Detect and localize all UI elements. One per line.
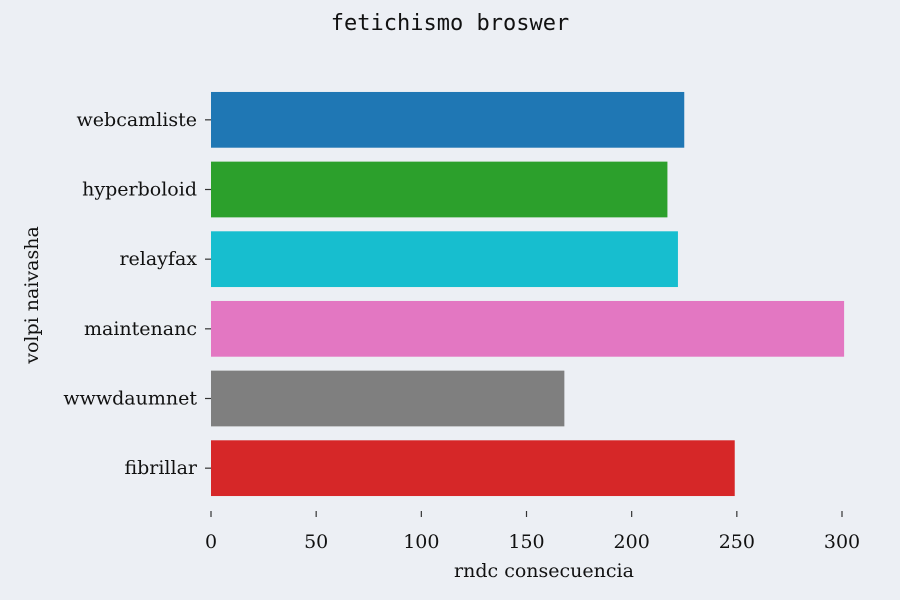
y-tick-label: wwwdaumnet [63,388,197,410]
bar-maintenanc [211,300,845,357]
bars-layer [211,91,845,497]
x-tick-label: 300 [824,531,860,553]
bar-webcamliste [211,91,685,148]
y-tick-label: relayfax [119,248,197,270]
chart-title: fetichismo broswer [331,11,569,36]
bar-relayfax [211,231,678,288]
y-tick-label: webcamliste [77,109,197,131]
bar-hyperboloid [211,161,668,218]
y-tick-label: hyperboloid [82,179,197,201]
bar-wwwdaumnet [211,370,565,427]
x-tick-label: 150 [508,531,544,553]
y-tick-label: fibrillar [124,457,197,479]
y-ticks-layer: webcamliste hyperboloid relayfax maintenanc… [63,109,211,479]
bar-fibrillar [211,440,735,497]
y-tick-label: maintenanc [84,318,197,340]
x-tick-label: 50 [304,531,328,553]
x-axis-label: rndc consecuencia [454,560,634,582]
x-tick-label: 250 [719,531,755,553]
x-tick-label: 0 [205,531,217,553]
y-axis-label: volpi naivasha [21,226,43,365]
x-tick-label: 200 [614,531,650,553]
x-ticks-layer: 0 50 100 150 200 250 300 [205,511,860,553]
x-tick-label: 100 [403,531,439,553]
